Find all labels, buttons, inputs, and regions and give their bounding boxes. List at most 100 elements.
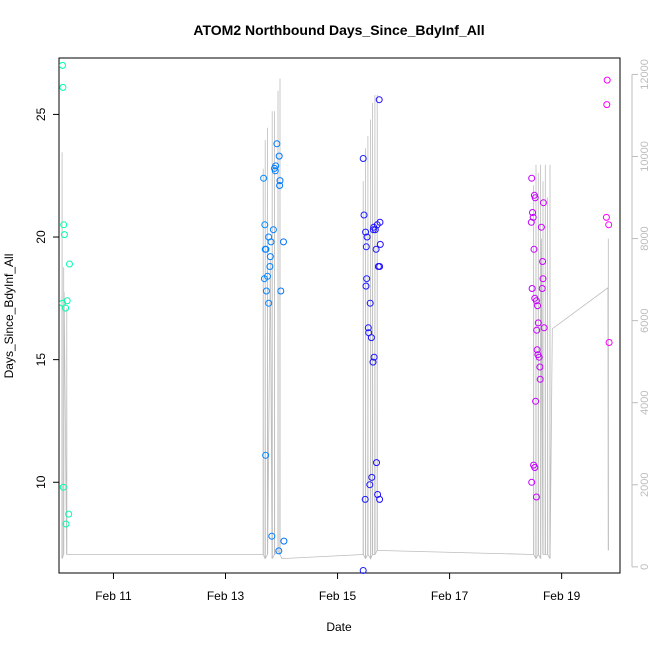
y-tick-label: 15	[34, 353, 48, 367]
y-axis-label: Days_Since_BdyInf_All	[2, 254, 16, 379]
data-point	[359, 567, 367, 574]
data-point	[527, 218, 535, 226]
x-axis-label: Date	[326, 620, 352, 634]
data-point	[533, 326, 541, 334]
x-tick-label: Feb 15	[319, 589, 357, 603]
data-point	[537, 223, 545, 231]
value-line-path	[61, 78, 609, 561]
data-point	[540, 324, 548, 332]
data-point	[275, 547, 283, 555]
right-tick-label: 12000	[639, 59, 650, 90]
right-tick-label: 0	[639, 564, 650, 570]
data-point	[273, 140, 281, 148]
data-point	[268, 532, 276, 540]
value-line	[61, 78, 609, 561]
data-points	[59, 61, 613, 574]
data-point	[261, 221, 269, 229]
data-point	[532, 397, 540, 405]
data-point	[65, 510, 73, 518]
data-point	[367, 334, 375, 342]
x-tick-label: Feb 11	[95, 589, 132, 603]
x-axis: Feb 11 Feb 13 Feb 15 Feb 17 Feb 19	[95, 573, 581, 603]
data-point	[262, 245, 270, 253]
data-point	[372, 245, 380, 253]
data-point	[528, 285, 536, 292]
data-point	[262, 287, 270, 295]
data-point	[539, 258, 547, 265]
data-point	[369, 226, 377, 234]
data-point	[60, 221, 68, 229]
data-point	[361, 495, 369, 503]
data-point	[260, 174, 268, 182]
chart-title: ATOM2 Northbound Days_Since_BdyInf_All	[193, 22, 484, 38]
data-point	[370, 353, 378, 361]
data-point	[267, 238, 275, 246]
data-point	[362, 228, 370, 236]
data-point	[605, 221, 613, 229]
data-point	[276, 177, 284, 185]
data-point	[366, 299, 374, 307]
data-point	[265, 299, 273, 307]
data-point	[528, 478, 536, 486]
data-point	[603, 101, 611, 109]
data-point	[59, 483, 67, 491]
data-point	[603, 76, 611, 84]
data-point	[368, 473, 376, 481]
data-point	[60, 231, 68, 239]
data-point	[269, 226, 277, 234]
data-point	[262, 451, 270, 459]
data-point	[532, 493, 540, 501]
data-point	[266, 263, 274, 270]
data-point	[369, 358, 377, 366]
data-point	[62, 520, 70, 528]
data-point	[62, 304, 70, 312]
data-point	[529, 209, 536, 216]
data-point	[59, 83, 67, 91]
data-point	[376, 218, 384, 226]
data-point	[375, 96, 383, 104]
data-point	[359, 155, 367, 162]
data-point	[538, 285, 546, 292]
right-tick-label: 4000	[639, 390, 650, 414]
data-point	[362, 243, 370, 251]
data-point	[366, 481, 374, 489]
data-point	[373, 459, 380, 467]
data-point	[275, 152, 283, 160]
data-point	[272, 162, 280, 170]
x-tick-label: Feb 19	[543, 589, 581, 603]
data-point	[280, 537, 288, 545]
right-tick-label: 10000	[639, 141, 650, 172]
y-tick-label: 25	[34, 107, 48, 121]
data-point	[264, 272, 271, 280]
data-point	[271, 167, 279, 175]
data-point	[530, 245, 538, 253]
data-point	[364, 324, 372, 332]
data-point	[371, 226, 379, 234]
data-point	[66, 260, 73, 268]
data-point	[534, 302, 541, 310]
data-point	[280, 238, 287, 246]
data-point	[376, 495, 384, 503]
data-point	[266, 253, 274, 261]
data-point	[539, 199, 547, 207]
data-point	[539, 275, 547, 283]
plot-frame	[58, 57, 621, 574]
data-point	[536, 375, 544, 383]
y-tick-label: 20	[34, 230, 48, 244]
x-tick-label: Feb 13	[207, 589, 245, 603]
right-tick-label: 8000	[639, 226, 650, 250]
data-point	[532, 297, 540, 305]
data-point	[536, 363, 544, 371]
data-point	[533, 346, 541, 354]
data-point	[534, 319, 542, 327]
data-point	[363, 233, 371, 241]
data-point	[63, 297, 71, 305]
right-axis: 0 2000 4000 6000 8000 10000 12000	[631, 59, 650, 570]
right-tick-label: 2000	[639, 473, 650, 497]
data-point	[276, 182, 284, 189]
data-point	[376, 263, 384, 270]
data-point	[376, 240, 384, 248]
data-point	[534, 351, 542, 359]
data-point	[59, 61, 66, 69]
